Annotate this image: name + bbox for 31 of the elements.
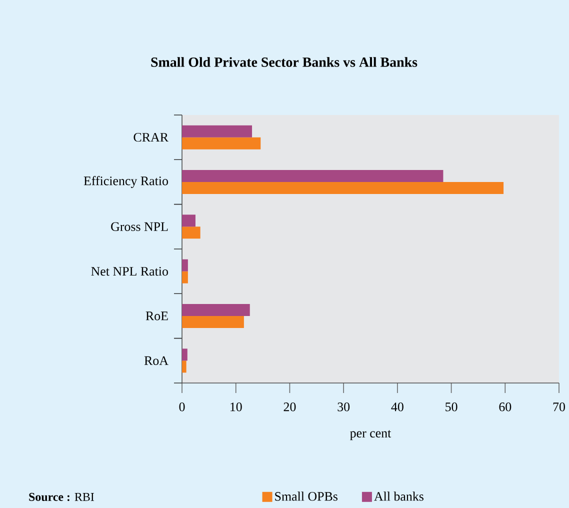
x-tick-label: 50 — [446, 402, 458, 412]
x-axis-title: per cent — [350, 430, 392, 440]
x-tick-label: 70 — [553, 402, 565, 412]
bar — [182, 348, 188, 361]
bar — [182, 316, 244, 328]
bar — [182, 304, 250, 316]
y-tick-label: Efficiency Ratio — [84, 176, 168, 188]
legend-label: Small OPBs — [275, 492, 338, 501]
x-tick-label: 10 — [230, 402, 242, 412]
bar — [182, 182, 504, 194]
y-tick-label: RoA — [144, 356, 168, 365]
x-tick-label: 40 — [391, 402, 404, 412]
bar — [182, 214, 196, 227]
x-tick-label: 30 — [338, 402, 350, 412]
x-tick-label: 20 — [284, 402, 296, 412]
bar — [182, 125, 252, 138]
y-tick-label: RoE — [146, 312, 168, 320]
bar — [182, 259, 188, 272]
x-tick-label: 60 — [499, 402, 512, 412]
bar — [182, 271, 188, 284]
y-tick-label: CRAR — [134, 132, 168, 142]
chart-title: Small Old Private Sector Banks vs All Banks — [151, 57, 418, 67]
bar — [182, 170, 444, 182]
y-tick-label: Net NPL Ratio — [91, 266, 168, 276]
x-tick-label: 0 — [179, 402, 185, 412]
bar — [182, 226, 200, 239]
text: Source : RBI — [29, 492, 94, 502]
bar — [182, 360, 186, 373]
legend-label: All banks — [374, 492, 424, 501]
bar — [182, 137, 261, 150]
y-tick-label: Gross NPL — [111, 222, 168, 232]
